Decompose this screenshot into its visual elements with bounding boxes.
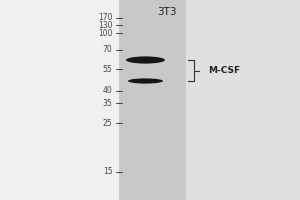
Text: 40: 40 (103, 86, 112, 95)
Text: M-CSF: M-CSF (208, 66, 241, 75)
Bar (186, 0, 300, 200)
Text: 100: 100 (98, 28, 112, 38)
Text: 15: 15 (103, 168, 112, 176)
Bar (118, 0, 186, 200)
Text: 3T3: 3T3 (158, 7, 177, 17)
Text: 35: 35 (103, 98, 112, 108)
Text: 55: 55 (103, 64, 112, 73)
Text: 25: 25 (103, 118, 112, 128)
Text: 130: 130 (98, 21, 112, 29)
Ellipse shape (126, 56, 165, 64)
Text: 170: 170 (98, 14, 112, 22)
Ellipse shape (128, 78, 163, 84)
Bar (0, 0, 118, 200)
Text: 70: 70 (103, 46, 112, 54)
